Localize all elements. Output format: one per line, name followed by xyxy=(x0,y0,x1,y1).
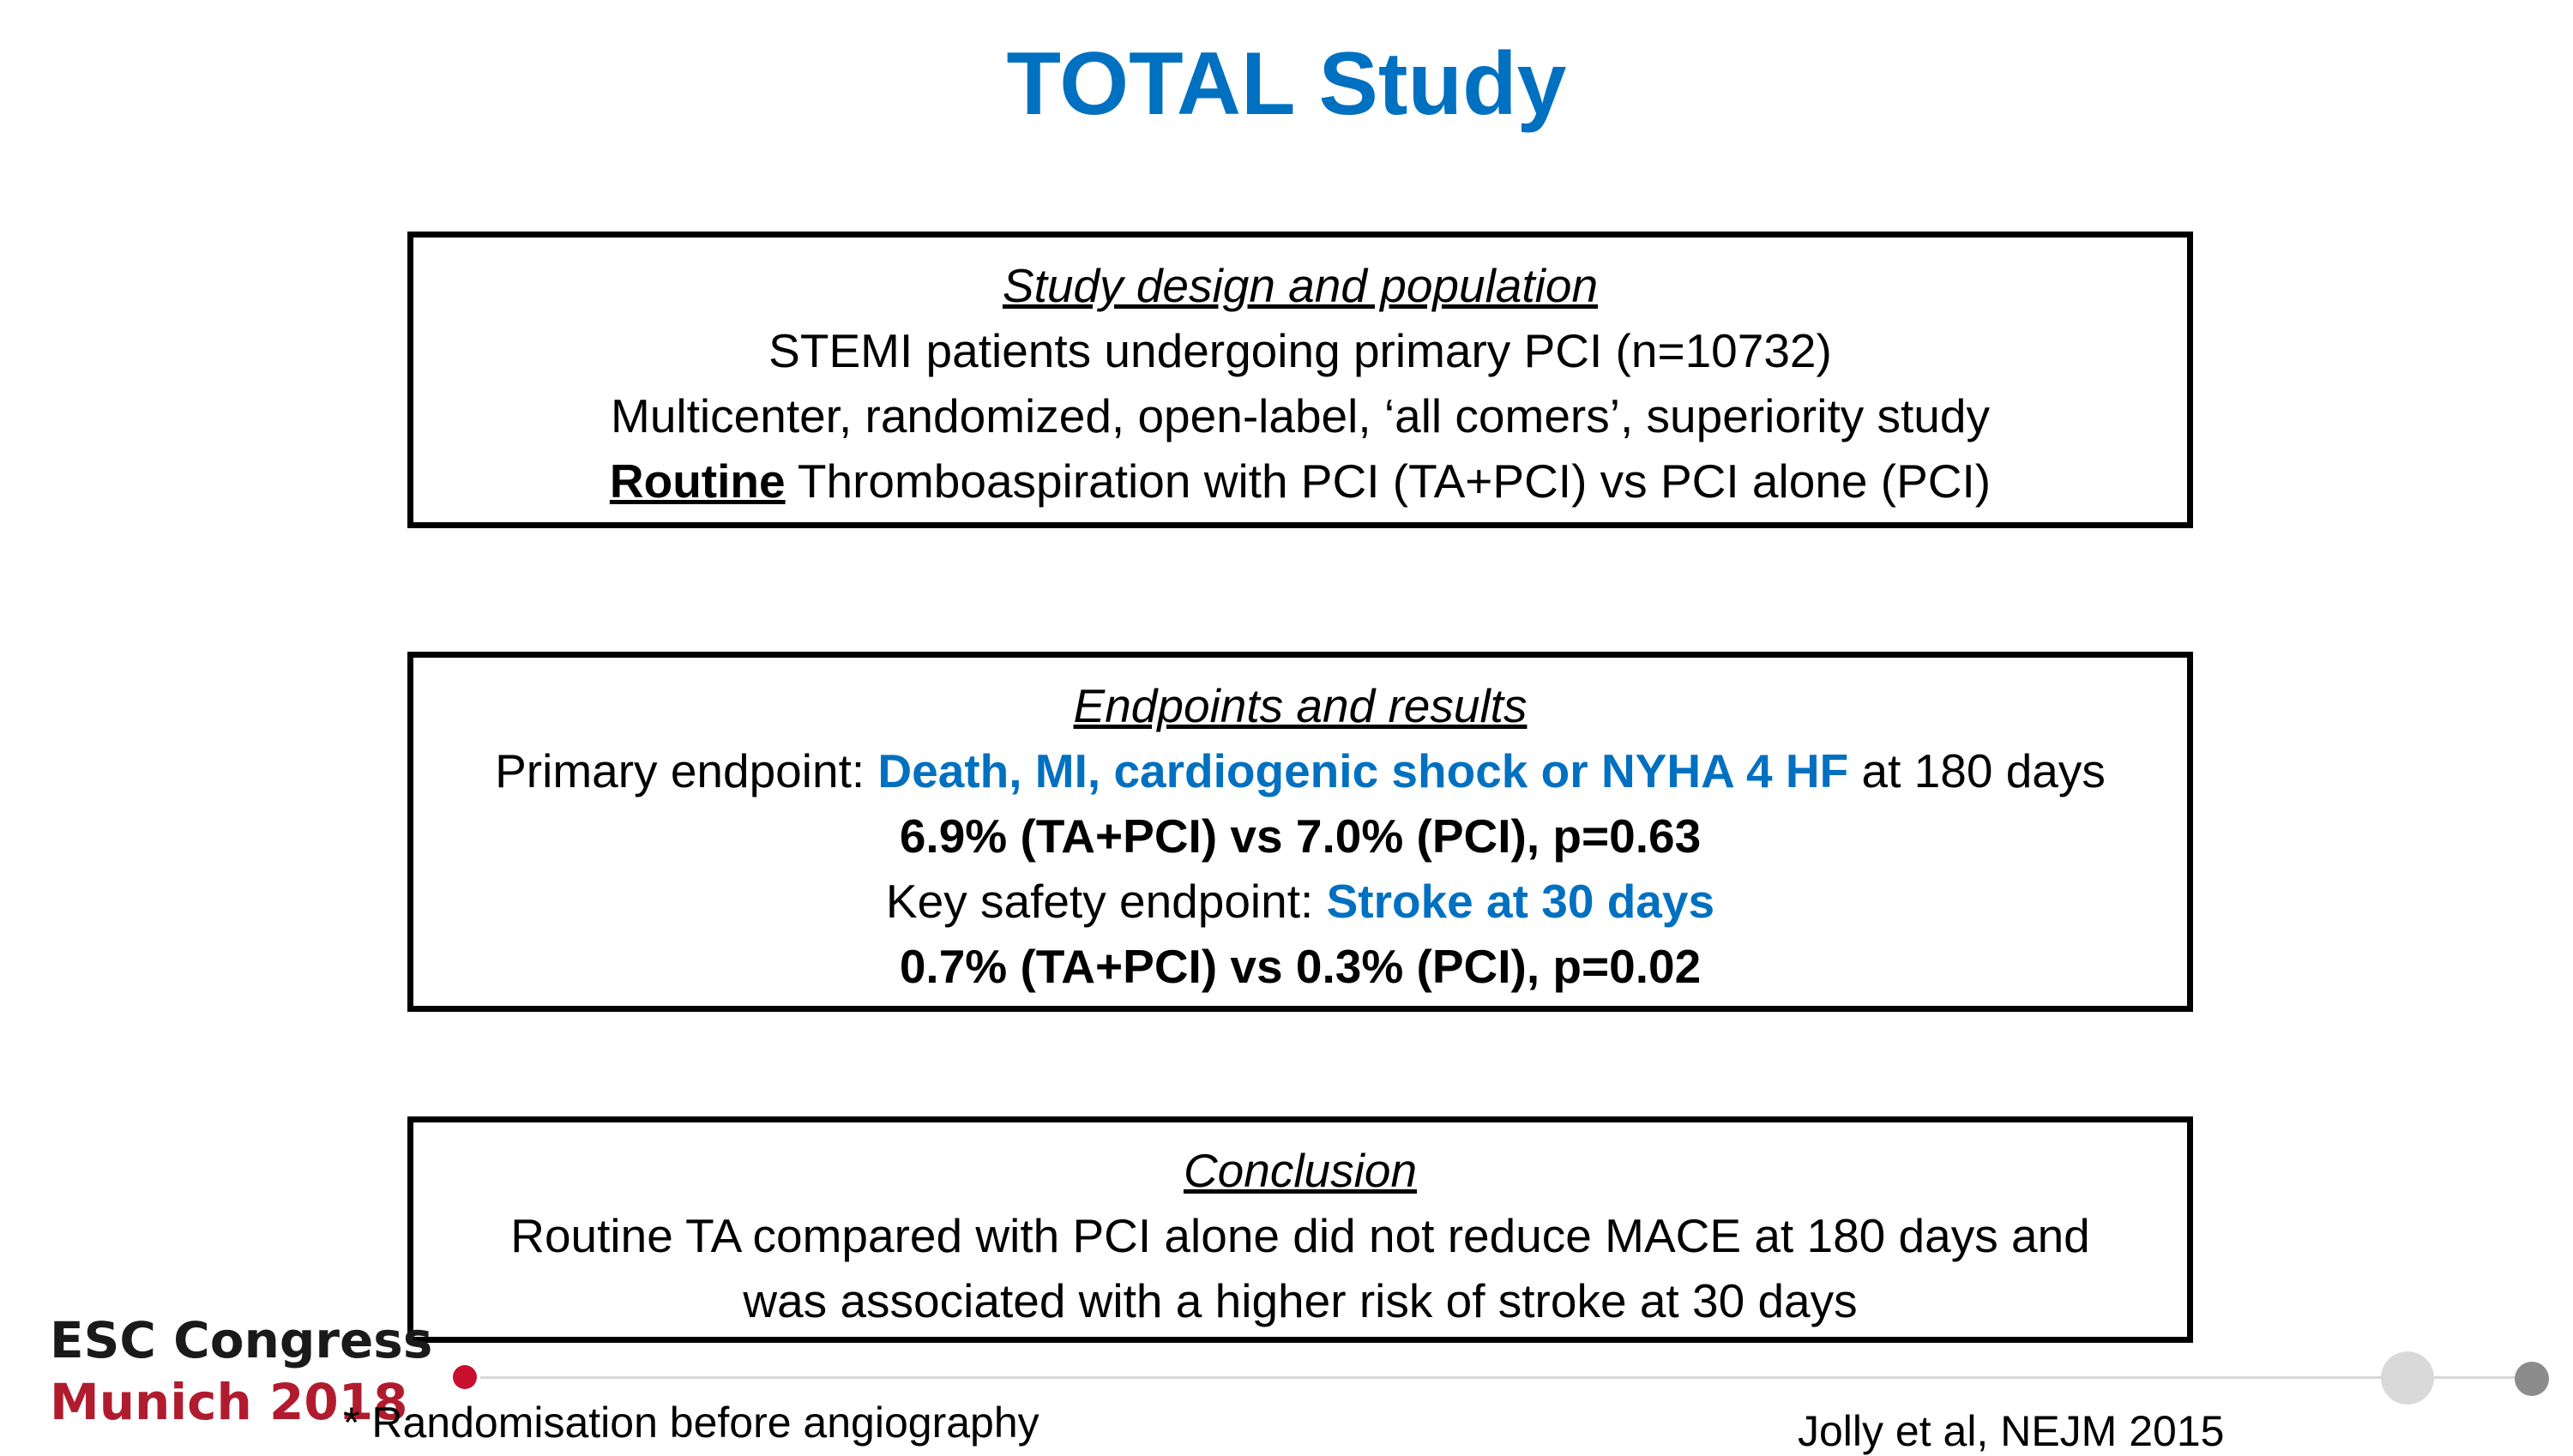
decorative-circle-light-icon xyxy=(2381,1351,2434,1405)
decorative-circle-dark-icon xyxy=(2515,1362,2549,1396)
conclusion-box: Conclusion Routine TA compared with PCI … xyxy=(407,1116,2193,1343)
safety-endpoint-highlight: Stroke at 30 days xyxy=(1326,875,1715,928)
study-type-text: Multicenter, randomized, open-label, ‘al… xyxy=(611,389,1990,442)
endpoints-heading: Endpoints and results xyxy=(1073,679,1528,732)
conclusion-heading: Conclusion xyxy=(1183,1144,1418,1197)
study-arms-rest: Thromboaspiration with PCI (TA+PCI) vs P… xyxy=(785,454,1992,508)
conclusion-line-2: was associated with a higher risk of str… xyxy=(743,1274,1858,1327)
study-design-heading: Study design and population xyxy=(1002,259,1599,312)
primary-endpoint-highlight: Death, MI, cardiogenic shock or NYHA 4 H… xyxy=(877,744,1849,797)
primary-endpoint-text: Primary endpoint: Death, MI, cardiogenic… xyxy=(413,738,2187,803)
study-arms-text: Routine Thromboaspiration with PCI (TA+P… xyxy=(413,448,2187,514)
esc-logo-line-2: Munich 2018 xyxy=(50,1373,408,1431)
logo-dot-icon xyxy=(453,1365,477,1389)
primary-endpoint-suffix: at 180 days xyxy=(1848,744,2106,797)
study-design-box: Study design and population STEMI patien… xyxy=(407,232,2193,528)
reference-citation: Jolly et al, NEJM 2015 xyxy=(1798,1407,2225,1455)
esc-logo-line-1: ESC Congress xyxy=(50,1311,433,1369)
primary-endpoint-prefix: Primary endpoint: xyxy=(495,744,878,797)
safety-endpoint-prefix: Key safety endpoint: xyxy=(885,875,1327,928)
study-population-text: STEMI patients undergoing primary PCI (n… xyxy=(768,324,1832,377)
primary-endpoint-result: 6.9% (TA+PCI) vs 7.0% (PCI), p=0.63 xyxy=(899,809,1702,863)
slide-title: TOTAL Study xyxy=(1006,34,1567,134)
footer-rule xyxy=(480,1376,2539,1379)
conclusion-line-1: Routine TA compared with PCI alone did n… xyxy=(510,1209,2090,1262)
safety-endpoint-text: Key safety endpoint: Stroke at 30 days xyxy=(413,869,2187,934)
footnote: * Randomisation before angiography xyxy=(343,1399,1039,1447)
safety-endpoint-result: 0.7% (TA+PCI) vs 0.3% (PCI), p=0.02 xyxy=(899,940,1702,993)
routine-emphasis: Routine xyxy=(609,454,786,508)
endpoints-box: Endpoints and results Primary endpoint: … xyxy=(407,652,2193,1012)
